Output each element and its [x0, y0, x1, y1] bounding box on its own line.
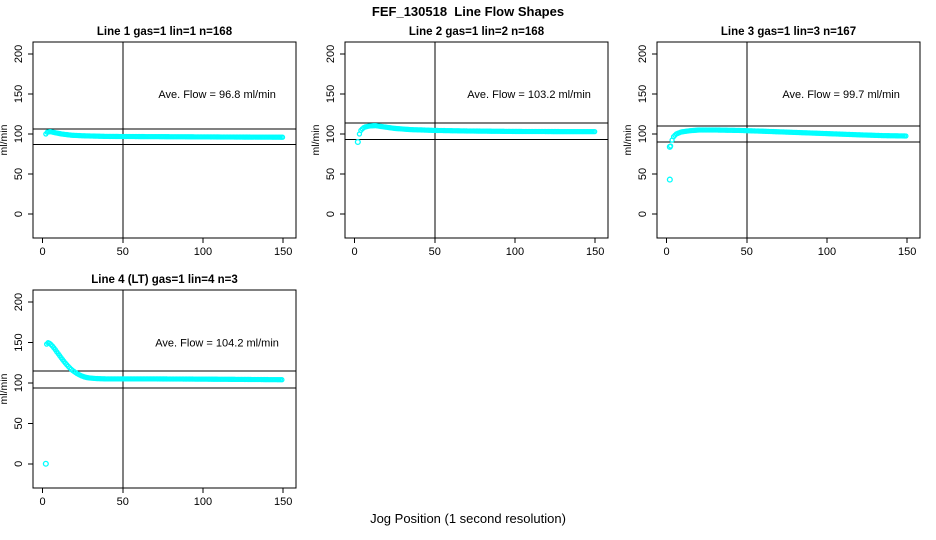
- x-tick-label: 50: [117, 496, 129, 508]
- x-axis-label: Jog Position (1 second resolution): [370, 511, 566, 526]
- outlier-point: [666, 176, 673, 183]
- y-tick-label: 150: [13, 85, 25, 103]
- x-tick-label: 100: [194, 246, 212, 258]
- panel-3-title: Line 3 gas=1 lin=3 n=167: [720, 26, 857, 38]
- y-tick-label: 100: [325, 125, 337, 143]
- data-points: [42, 340, 285, 467]
- x-tick-label: 50: [117, 246, 129, 258]
- panel-1-plot: 0 50 100 150 0 50 100 150 200 ml/min Ave. Flow = 9…: [0, 41, 297, 258]
- data-points: [354, 122, 598, 146]
- x-tick-label: 0: [40, 496, 46, 508]
- y-tick-label: 150: [637, 85, 649, 103]
- x-tick-label: 100: [818, 246, 836, 258]
- outlier-point: [42, 460, 49, 467]
- y-tick-label: 150: [325, 85, 337, 103]
- x-tick-label: 150: [586, 246, 604, 258]
- panel-2-plot: 0 50 100 150 0 50 100 150 200 ml/min Ave. Flow = 1…: [310, 41, 609, 258]
- y-axis-unit-label: ml/min: [0, 373, 10, 404]
- y-tick-label: 50: [13, 417, 25, 429]
- y-tick-label: 150: [13, 333, 25, 351]
- outlier-point: [666, 143, 673, 150]
- x-tick-label: 150: [898, 246, 916, 258]
- ave-flow-label: Ave. Flow = 103.2 ml/min: [467, 89, 591, 101]
- y-tick-label: 50: [13, 168, 25, 180]
- y-axis-unit-label: ml/min: [622, 124, 634, 155]
- panel-4-plot: 0 50 100 150 0 50 100 150 200 ml/min Ave. Flow = 1…: [0, 289, 297, 508]
- x-tick-label: 150: [274, 246, 292, 258]
- plot-border: [32, 289, 297, 489]
- y-tick-label: 0: [13, 461, 25, 467]
- figure-title: FEF_130518 Line Flow Shapes: [371, 4, 565, 19]
- y-tick-label: 100: [13, 374, 25, 392]
- ave-flow-label: Ave. Flow = 99.7 ml/min: [782, 89, 899, 101]
- y-tick-label: 200: [325, 45, 337, 63]
- x-tick-label: 100: [194, 496, 212, 508]
- x-tick-label: 0: [664, 246, 670, 258]
- y-tick-label: 200: [13, 293, 25, 311]
- plot-border: [656, 41, 921, 239]
- x-tick-label: 50: [741, 246, 753, 258]
- plot-border: [344, 41, 609, 239]
- y-tick-label: 100: [637, 125, 649, 143]
- y-axis-unit-label: ml/min: [0, 124, 10, 155]
- y-axis-unit-label: ml/min: [310, 124, 322, 155]
- y-tick-label: 0: [13, 211, 25, 217]
- x-tick-label: 50: [429, 246, 441, 258]
- data-points: [666, 127, 909, 183]
- panel-2-title: Line 2 gas=1 lin=2 n=168: [408, 26, 545, 38]
- x-tick-label: 0: [352, 246, 358, 258]
- ave-flow-label: Ave. Flow = 104.2 ml/min: [155, 338, 279, 350]
- y-tick-label: 0: [325, 211, 337, 217]
- y-tick-label: 50: [637, 168, 649, 180]
- y-tick-label: 200: [637, 45, 649, 63]
- y-tick-label: 0: [637, 211, 649, 217]
- panel-1-title: Line 1 gas=1 lin=1 n=168: [96, 26, 233, 38]
- outlier-point: [354, 138, 361, 146]
- y-tick-label: 100: [13, 125, 25, 143]
- x-tick-label: 0: [40, 246, 46, 258]
- panel-3-plot: 0 50 100 150 0 50 100 150 200 ml/min Ave. Flow = 9…: [622, 41, 921, 258]
- x-tick-label: 150: [274, 496, 292, 508]
- data-points: [43, 129, 286, 140]
- y-tick-label: 200: [13, 45, 25, 63]
- ave-flow-label: Ave. Flow = 96.8 ml/min: [158, 89, 275, 101]
- y-tick-label: 50: [325, 168, 337, 180]
- x-tick-label: 100: [506, 246, 524, 258]
- panel-4-title: Line 4 (LT) gas=1 lin=4 n=3: [91, 274, 238, 286]
- plot-border: [32, 41, 297, 239]
